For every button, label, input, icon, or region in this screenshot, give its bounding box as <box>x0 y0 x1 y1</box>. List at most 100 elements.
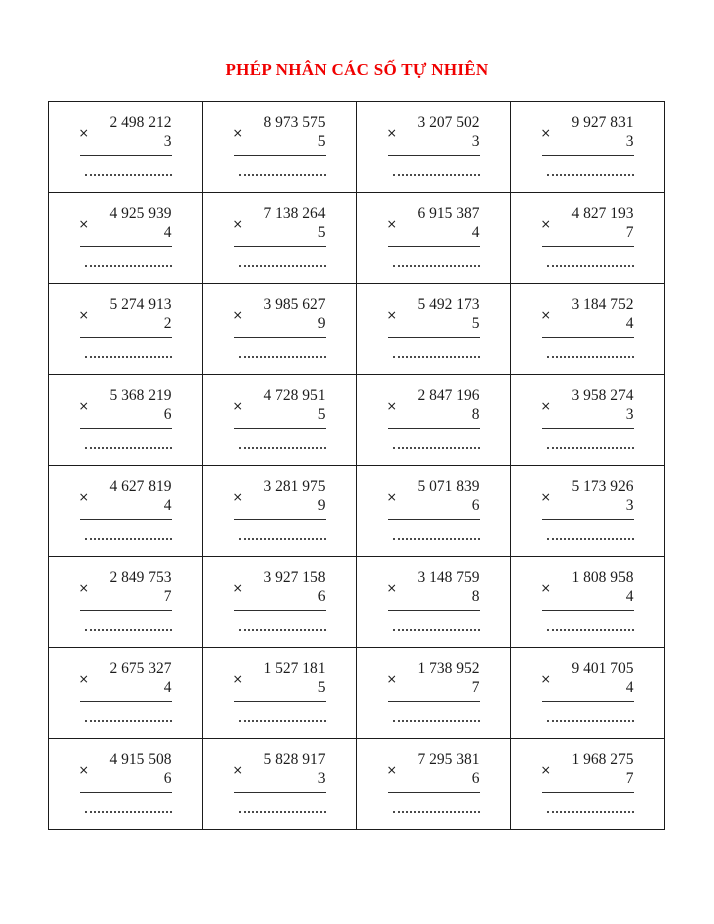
times-icon: × <box>232 125 243 140</box>
multiplier: 4 <box>625 588 634 605</box>
multiplicand: 7 295 381 <box>417 751 480 768</box>
multiplication-problem: 8 973 575 × 5 <box>232 113 326 176</box>
times-icon: × <box>386 307 397 322</box>
multiplicand: 5 828 917 <box>263 751 326 768</box>
problem-cell: 3 207 502 × 3 <box>356 101 511 193</box>
times-icon: × <box>540 216 551 231</box>
problem-cell: 9 401 705 × 4 <box>510 647 665 739</box>
multiplicand: 3 281 975 <box>263 478 326 495</box>
multiplicand: 5 368 219 <box>109 387 172 404</box>
problem-cell: 5 173 926 × 3 <box>510 465 665 557</box>
problem-cell: 3 985 627 × 9 <box>202 283 357 375</box>
answer-line <box>392 811 480 813</box>
multiplier: 4 <box>163 497 172 514</box>
times-icon: × <box>232 762 243 777</box>
multiplication-problem: 3 148 759 × 8 <box>387 568 480 631</box>
answer-line <box>84 629 172 631</box>
multiplication-problem: 3 207 502 × 3 <box>386 113 480 176</box>
times-icon: × <box>78 307 89 322</box>
problem-cell: 1 738 952 × 7 <box>356 647 511 739</box>
multiplicand: 4 915 508 <box>109 751 172 768</box>
problem-cell: 4 627 819 × 4 <box>48 465 203 557</box>
times-icon: × <box>386 398 397 413</box>
answer-line <box>84 538 172 540</box>
times-icon: × <box>78 398 89 413</box>
times-icon: × <box>232 580 243 595</box>
answer-line <box>84 356 172 358</box>
answer-line <box>238 629 326 631</box>
multiplier: 2 <box>163 315 172 332</box>
multiplication-problem: 4 627 819 × 4 <box>79 477 172 540</box>
problems-table: 2 498 212 × 3 8 973 575 × 5 3 207 502 × 3 9 92… <box>48 101 665 830</box>
times-icon: × <box>386 762 397 777</box>
problem-cell: 2 498 212 × 3 <box>48 101 203 193</box>
times-icon: × <box>386 125 397 140</box>
table-row: 4 627 819 × 4 3 281 975 × 9 5 071 839 × 6 5 17… <box>48 465 665 557</box>
multiplicand: 2 849 753 <box>109 569 172 586</box>
multiplicand: 3 958 274 <box>571 387 634 404</box>
times-icon: × <box>232 307 243 322</box>
answer-line <box>392 265 480 267</box>
answer-line <box>392 538 480 540</box>
multiplication-problem: 2 849 753 × 7 <box>79 568 172 631</box>
table-row: 2 675 327 × 4 1 527 181 × 5 1 738 952 × 7 9 40… <box>48 647 665 739</box>
multiplicand: 5 173 926 <box>571 478 634 495</box>
multiplication-problem: 3 184 752 × 4 <box>540 295 634 358</box>
multiplication-problem: 5 828 917 × 3 <box>232 750 326 813</box>
problem-cell: 1 968 275 × 7 <box>510 738 665 830</box>
multiplicand: 3 184 752 <box>571 296 634 313</box>
times-icon: × <box>232 216 243 231</box>
problem-cell: 5 828 917 × 3 <box>202 738 357 830</box>
multiplication-problem: 1 968 275 × 7 <box>540 750 634 813</box>
times-icon: × <box>78 762 89 777</box>
answer-line <box>238 174 326 176</box>
problem-cell: 2 847 196 × 8 <box>356 374 511 466</box>
multiplier: 5 <box>471 315 480 332</box>
problem-cell: 3 184 752 × 4 <box>510 283 665 375</box>
multiplier: 4 <box>163 679 172 696</box>
multiplier: 7 <box>163 588 172 605</box>
multiplier: 5 <box>317 133 326 150</box>
times-icon: × <box>78 125 89 140</box>
table-row: 5 274 913 × 2 3 985 627 × 9 5 492 173 × 5 3 18… <box>48 283 665 375</box>
multiplication-problem: 4 728 951 × 5 <box>232 386 326 449</box>
answer-line <box>546 811 634 813</box>
multiplicand: 3 927 158 <box>263 569 326 586</box>
answer-line <box>84 811 172 813</box>
multiplicand: 5 492 173 <box>417 296 480 313</box>
multiplier: 8 <box>471 588 480 605</box>
multiplier: 5 <box>317 679 326 696</box>
answer-line <box>546 447 634 449</box>
multiplicand: 9 401 705 <box>571 660 634 677</box>
answer-line <box>546 720 634 722</box>
answer-line <box>546 174 634 176</box>
multiplier: 5 <box>317 224 326 241</box>
multiplication-problem: 5 492 173 × 5 <box>386 295 480 358</box>
answer-line <box>84 447 172 449</box>
multiplication-problem: 7 138 264 × 5 <box>232 204 326 267</box>
times-icon: × <box>540 307 551 322</box>
problem-cell: 7 138 264 × 5 <box>202 192 357 284</box>
times-icon: × <box>540 671 551 686</box>
answer-line <box>392 174 480 176</box>
multiplier: 6 <box>163 770 172 787</box>
multiplier: 6 <box>471 497 480 514</box>
multiplication-problem: 2 847 196 × 8 <box>386 386 480 449</box>
table-row: 4 915 508 × 6 5 828 917 × 3 7 295 381 × 6 1 96… <box>48 738 665 830</box>
times-icon: × <box>540 398 551 413</box>
problem-cell: 4 915 508 × 6 <box>48 738 203 830</box>
times-icon: × <box>386 671 397 686</box>
times-icon: × <box>386 489 397 504</box>
multiplication-problem: 4 915 508 × 6 <box>78 750 172 813</box>
problem-cell: 4 827 193 × 7 <box>510 192 665 284</box>
answer-line <box>84 265 172 267</box>
multiplication-problem: 5 071 839 × 6 <box>386 477 480 540</box>
problem-cell: 3 148 759 × 8 <box>356 556 511 648</box>
multiplication-problem: 3 281 975 × 9 <box>232 477 326 540</box>
times-icon: × <box>232 489 243 504</box>
multiplicand: 6 915 387 <box>417 205 480 222</box>
times-icon: × <box>540 762 551 777</box>
multiplicand: 1 808 958 <box>571 569 634 586</box>
multiplicand: 3 207 502 <box>417 114 480 131</box>
times-icon: × <box>232 398 243 413</box>
